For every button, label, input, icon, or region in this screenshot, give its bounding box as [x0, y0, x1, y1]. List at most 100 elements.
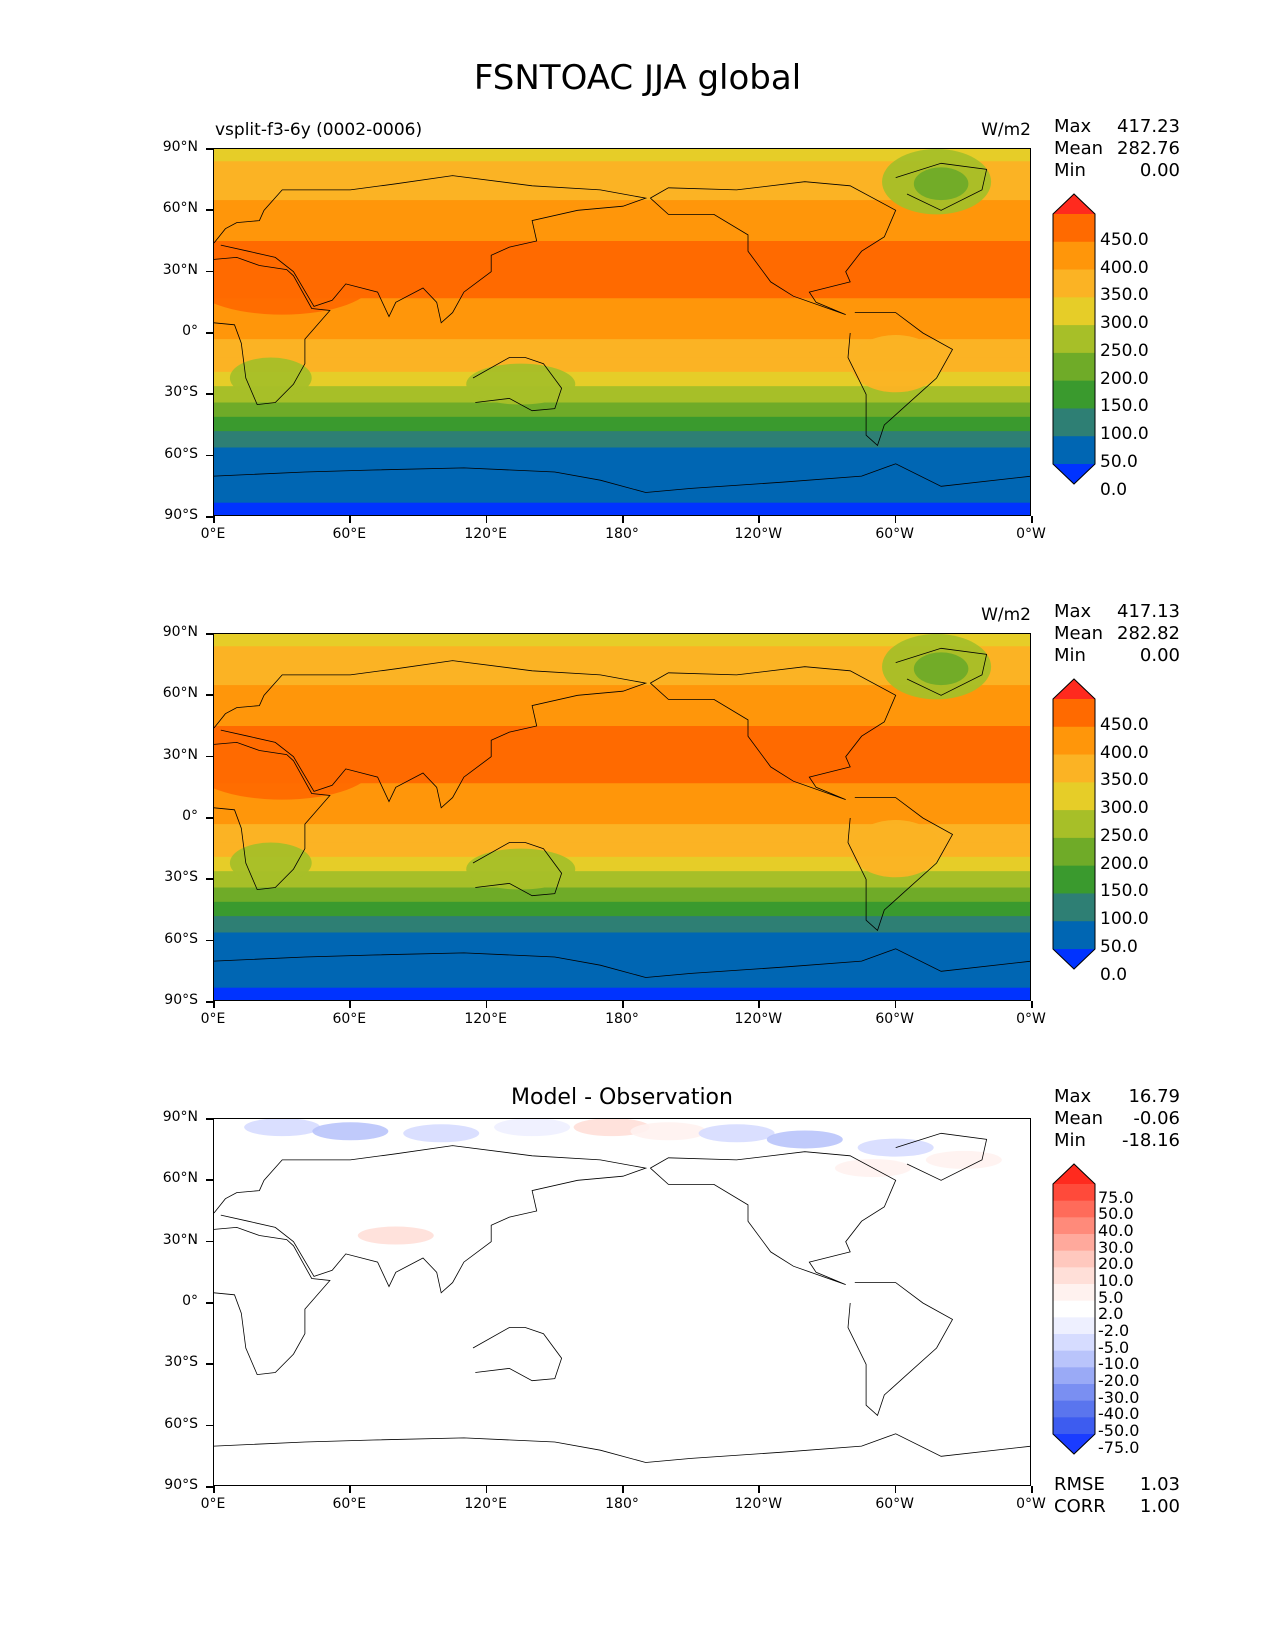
coastline [214, 1145, 648, 1294]
coastline [214, 741, 331, 891]
anomaly-patch [494, 1119, 571, 1137]
lat-tick-mark [206, 1118, 213, 1120]
lat-tick-label: 0° [182, 808, 198, 824]
stat-label: Max [1054, 601, 1092, 622]
field-patch [850, 335, 942, 393]
lat-tick-mark [206, 878, 213, 880]
lon-tick-label: 60°E [332, 1011, 367, 1027]
zonal-band [214, 842, 1030, 858]
coastline [472, 1327, 563, 1382]
metric-label: RMSE [1054, 1474, 1105, 1495]
colorbar-outline [1052, 193, 1096, 485]
zonal-band [214, 887, 1030, 903]
colorbar-level-label: 100.0 [1100, 909, 1149, 930]
stat-label: Min [1054, 645, 1086, 666]
lat-tick-label: 90°N [162, 139, 198, 155]
colorbar-level-label: 450.0 [1100, 229, 1149, 250]
lon-tick-label: 120°W [734, 1496, 783, 1512]
coastline [214, 256, 331, 406]
colorbar-level-label: -50.0 [1098, 1421, 1140, 1440]
colorbar-level-label: -10.0 [1098, 1354, 1140, 1374]
lat-tick-label: 0° [182, 1293, 198, 1309]
map-plot-area [213, 633, 1031, 1001]
colorbar-level-label: -30.0 [1098, 1387, 1140, 1407]
colorbar-level-label: -75.0 [1098, 1437, 1140, 1457]
zonal-band [214, 783, 1030, 825]
lat-tick-label: 60°N [162, 1170, 198, 1187]
anomaly-patch [357, 1226, 434, 1245]
field-patch [498, 732, 589, 774]
lat-tick-label: 90°N [162, 1109, 198, 1125]
zonal-band [214, 339, 1030, 359]
lon-tick-mark [213, 516, 215, 523]
colorbar-swatch [1053, 921, 1095, 950]
panel-stats: Max 16.79 Mean -0.06 Min -18.16 [1054, 1086, 1180, 1152]
lon-tick-mark [622, 516, 624, 523]
stat-label: Max [1054, 1086, 1092, 1107]
figure-title: FSNTOAC JJA global [473, 58, 802, 98]
colorbar-swatch [1053, 1367, 1095, 1385]
colorbar-swatch [1053, 837, 1095, 867]
colorbar-swatch [1053, 782, 1095, 811]
lon-tick-label: 120°W [734, 1011, 783, 1027]
lon-tick-mark [758, 516, 760, 523]
lat-tick-mark [206, 633, 213, 635]
lat-tick-label: 90°S [164, 1477, 198, 1493]
field-patch [913, 652, 969, 686]
colorbar-level-label: 450.0 [1100, 714, 1149, 735]
lon-tick-label: 60°W [875, 526, 914, 542]
coastline [214, 1226, 331, 1376]
metric-value: 1.03 [1139, 1474, 1180, 1495]
lon-tick-label: 120°W [734, 526, 783, 542]
map-plot-area [213, 1118, 1031, 1486]
lon-tick-label: 120°E [464, 1496, 507, 1512]
colorbar-level-label: -40.0 [1098, 1404, 1140, 1424]
colorbar-swatch [1053, 1384, 1095, 1402]
lon-tick-label: 180° [605, 526, 639, 542]
colorbar-level-label: 250.0 [1100, 825, 1149, 846]
coastline [214, 175, 648, 324]
stat-value: 0.00 [1139, 645, 1180, 666]
colorbar-swatch [1053, 1334, 1095, 1352]
colorbar-swatch [1053, 1300, 1095, 1318]
lat-tick-mark [206, 209, 213, 211]
lon-tick-label: 0°E [200, 1011, 226, 1027]
zonal-band [214, 371, 1030, 387]
lon-tick-mark [349, 1486, 351, 1493]
colorbar-level-label: 75.0 [1098, 1187, 1134, 1207]
lat-tick-label: 30°S [164, 869, 198, 886]
anomaly-patch [312, 1122, 389, 1141]
colorbar-level-label: -2.0 [1098, 1321, 1130, 1340]
colorbar-level-label: 250.0 [1100, 340, 1149, 361]
coastline [214, 660, 648, 809]
lon-tick-label: 0°W [1016, 1496, 1046, 1512]
lat-tick-label: 90°N [162, 624, 198, 640]
colorbar-swatch [1053, 241, 1095, 270]
colorbar-level-label: 400.0 [1100, 257, 1149, 278]
zonal-band [214, 901, 1030, 917]
lon-tick-label: 120°E [464, 526, 507, 542]
colorbar-level-label: 5.0 [1098, 1287, 1124, 1307]
map-svg [214, 149, 1030, 515]
colorbar-swatch [1053, 1184, 1095, 1202]
anomaly-patch [698, 1124, 775, 1143]
colorbar-swatch [1053, 1267, 1095, 1285]
zonal-band [214, 357, 1030, 373]
lon-tick-mark [894, 1001, 897, 1008]
colorbar-outline [1052, 1163, 1096, 1455]
colorbar-swatch [1053, 436, 1095, 465]
panel-title-left: vsplit-f3-6y (0002-0006) [215, 120, 423, 140]
colorbar-swatch [1053, 1284, 1095, 1302]
colorbar-level-label: 50.0 [1098, 1204, 1134, 1224]
lon-tick-label: 60°E [332, 1496, 367, 1512]
colorbar [1052, 1163, 1096, 1459]
lat-tick-label: 30°S [164, 1354, 198, 1371]
zonal-band [214, 416, 1030, 432]
lat-tick-mark [206, 939, 213, 942]
metric-label: CORR [1054, 1496, 1106, 1517]
colorbar-swatch [1053, 269, 1095, 298]
colorbar-level-label: 40.0 [1098, 1221, 1134, 1240]
colorbar-swatch [1053, 1217, 1095, 1235]
colorbar-swatch [1053, 1317, 1095, 1335]
colorbar-level-label: 150.0 [1100, 881, 1149, 902]
